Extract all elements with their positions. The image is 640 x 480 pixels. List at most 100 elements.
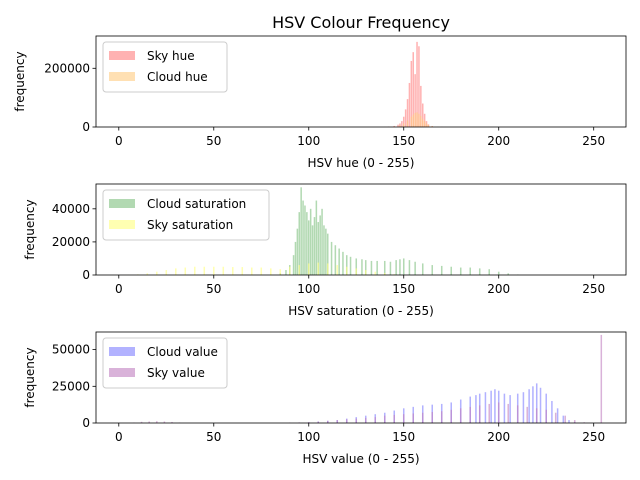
histogram-bar: [327, 233, 329, 275]
histogram-bar: [270, 268, 272, 275]
histogram-bar: [440, 265, 443, 275]
y-tick-label: 0: [82, 416, 90, 430]
legend-swatch: [109, 72, 135, 81]
plot-frame: [95, 35, 627, 128]
histogram-bar: [418, 46, 420, 127]
histogram-bar: [410, 116, 413, 127]
histogram-bar: [484, 392, 487, 423]
histogram-bar: [383, 260, 386, 275]
histogram-bar: [414, 261, 416, 275]
histogram-bar: [488, 269, 490, 275]
x-axis-label: HSV saturation (0 - 255): [288, 304, 434, 318]
histogram-bar: [494, 389, 496, 423]
histogram-bar: [459, 408, 462, 423]
x-tick-label: 100: [297, 430, 320, 444]
histogram-bar: [418, 113, 420, 127]
histogram-bar: [564, 415, 566, 423]
histogram-bar: [414, 74, 416, 127]
histogram-bar: [203, 266, 206, 275]
histogram-bar: [488, 403, 490, 423]
histogram-bar: [171, 421, 173, 423]
histogram-bar: [393, 414, 395, 423]
histogram-bar: [402, 116, 405, 127]
histogram-bar: [306, 212, 308, 275]
x-tick-label: 50: [206, 430, 221, 444]
histogram-bar: [308, 220, 310, 275]
series-1-bars: [387, 41, 443, 128]
histogram-bar: [562, 415, 565, 423]
histogram-bar: [410, 60, 413, 128]
x-tick-label: 250: [582, 282, 605, 296]
histogram-bar: [421, 412, 424, 423]
y-tick-label: 0: [82, 268, 90, 282]
histogram-bar: [338, 248, 340, 275]
x-tick-label: 150: [392, 282, 415, 296]
plot-frame: [95, 331, 627, 424]
legend-swatch: [109, 347, 135, 356]
legend-label: Cloud value: [147, 345, 218, 359]
histogram-bar: [165, 270, 168, 275]
histogram-bar: [327, 420, 329, 423]
histogram-bar: [349, 256, 352, 275]
histogram-bar: [292, 255, 295, 275]
x-tick-label: 250: [582, 430, 605, 444]
legend-label: Sky hue: [147, 49, 195, 63]
histogram-bar: [355, 258, 358, 275]
histogram-bar: [399, 125, 401, 127]
legend-swatch: [109, 199, 135, 208]
histogram-bar: [408, 82, 411, 127]
histogram-bar: [336, 420, 339, 423]
histogram-bar: [315, 200, 318, 275]
x-axis-label: HSV value (0 - 255): [302, 452, 419, 466]
histogram-bar: [469, 406, 471, 423]
histogram-bar: [308, 263, 310, 275]
legend: Cloud value Sky value: [102, 337, 228, 389]
histogram-bar: [551, 400, 553, 423]
histogram-bar: [383, 415, 386, 423]
histogram-bar: [317, 421, 320, 423]
histogram-bar: [408, 260, 411, 275]
histogram-bar: [163, 421, 166, 423]
y-axis-label: frequency: [23, 347, 37, 407]
histogram-bar: [469, 267, 471, 275]
histogram-bar: [345, 255, 348, 275]
x-tick-label: 200: [487, 430, 510, 444]
histogram-bar: [355, 418, 358, 423]
y-axis-label: frequency: [23, 199, 37, 259]
histogram-bar: [345, 419, 348, 423]
y-tick-label: 25000: [52, 379, 90, 393]
histogram-bar: [260, 267, 263, 275]
histogram-bar: [431, 265, 433, 275]
histogram-bar: [321, 208, 323, 275]
histogram-bar: [383, 273, 386, 275]
histogram-bar: [450, 409, 452, 423]
histogram-bar: [522, 392, 525, 423]
histogram-bar: [323, 225, 325, 275]
histogram-bar: [412, 52, 414, 127]
histogram-bar: [393, 274, 395, 275]
histogram-bar: [364, 260, 367, 275]
series-2-bars: [127, 262, 395, 275]
series-1-bars: [279, 187, 519, 275]
legend-swatch: [109, 368, 135, 377]
histogram-bar: [535, 408, 538, 423]
histogram-bar: [213, 266, 215, 275]
histogram-bar: [361, 259, 363, 275]
histogram-bar: [279, 269, 282, 275]
x-tick-label: 200: [487, 134, 510, 148]
series-2-bars: [383, 112, 447, 127]
histogram-bar: [148, 421, 150, 423]
histogram-bar: [478, 405, 481, 423]
histogram-bar: [146, 273, 149, 275]
histogram-bar: [334, 245, 337, 275]
legend-box: [102, 189, 270, 241]
x-axis-label: HSV hue (0 - 255): [308, 156, 415, 170]
histogram-bar: [317, 262, 320, 275]
histogram-bar: [251, 267, 253, 275]
y-axis-label: frequency: [13, 51, 27, 111]
histogram-bar: [327, 263, 329, 275]
histogram-bar: [414, 112, 416, 127]
histogram-bar: [402, 414, 405, 423]
histogram-bar: [302, 200, 304, 275]
histogram-bar: [402, 123, 405, 127]
